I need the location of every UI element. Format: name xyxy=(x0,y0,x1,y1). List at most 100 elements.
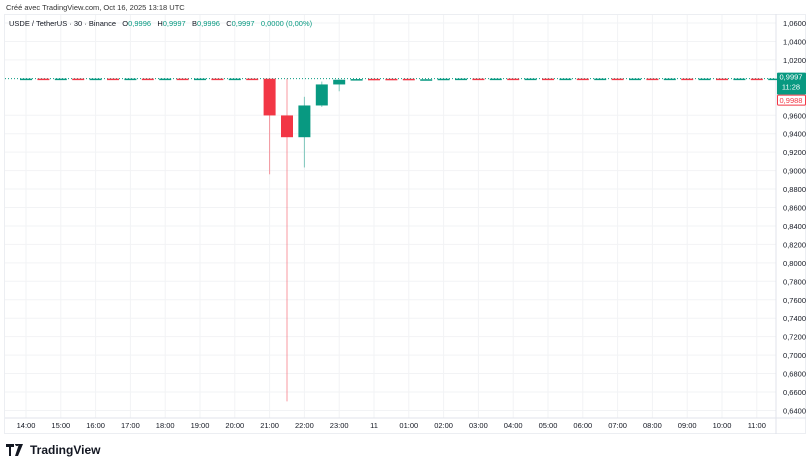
candle-body xyxy=(646,78,659,81)
x-tick-label: 23:00 xyxy=(330,421,349,430)
countdown-label: 11:28 xyxy=(782,83,800,92)
low-value: 0,9996 xyxy=(196,19,220,28)
low-label: B xyxy=(191,19,197,28)
candle-body xyxy=(72,78,85,81)
y-tick-label: 0,7400 xyxy=(783,314,806,323)
x-tick-label: 11 xyxy=(370,421,378,430)
high-label: H xyxy=(157,19,163,28)
candle-body xyxy=(159,78,172,81)
y-tick-label: 1,0400 xyxy=(783,37,806,46)
open-label: O xyxy=(122,19,129,28)
candle-body xyxy=(663,78,676,81)
x-tick-label: 03:00 xyxy=(469,421,488,430)
candle-body xyxy=(333,79,346,85)
x-tick-label: 15:00 xyxy=(51,421,70,430)
chart-frame[interactable] xyxy=(4,14,806,434)
other-price-badge xyxy=(777,94,806,106)
open-value: 0,9996 xyxy=(128,19,152,28)
x-tick-label: 17:00 xyxy=(121,421,140,430)
tradingview-logo[interactable]: TradingView xyxy=(6,443,100,457)
x-tick-label: 21:00 xyxy=(260,421,279,430)
candle-body xyxy=(211,78,224,81)
y-tick-label: 0,9200 xyxy=(783,148,806,157)
y-tick-label: 0,8800 xyxy=(783,185,806,194)
y-tick-label: 0,6800 xyxy=(783,370,806,379)
x-tick-label: 04:00 xyxy=(504,421,523,430)
candle-body xyxy=(228,78,241,81)
candle-body xyxy=(611,78,624,81)
candle-body xyxy=(281,115,293,138)
candle-body xyxy=(629,78,641,81)
candle-body xyxy=(385,78,398,81)
y-tick-label: 1,0600 xyxy=(783,19,806,28)
created-with-caption: Créé avec TradingView.com, Oct 16, 2025 … xyxy=(6,3,185,12)
candle-body xyxy=(576,78,589,81)
last-price-badge xyxy=(777,72,806,95)
candle-body xyxy=(107,78,119,81)
last-price-label: 0,9997 xyxy=(780,73,803,82)
candle-body xyxy=(542,78,554,81)
x-tick-label: 02:00 xyxy=(434,421,453,430)
ohlc-legend: USDE / TetherUS · 30 · Binance O0,9996 H… xyxy=(9,19,312,28)
y-tick-label: 0,6400 xyxy=(783,406,806,415)
x-tick-label: 05:00 xyxy=(539,421,558,430)
close-label: C xyxy=(226,19,232,28)
candle-body xyxy=(89,78,102,81)
brand-name: TradingView xyxy=(30,443,101,457)
candle-body xyxy=(681,78,694,81)
y-tick-label: 0,8200 xyxy=(783,240,806,249)
y-tick-label: 0,8600 xyxy=(783,204,806,213)
candle-body xyxy=(420,79,433,81)
candle-body xyxy=(263,78,276,116)
candle-body xyxy=(176,78,189,81)
candle-body xyxy=(750,78,763,81)
candle-body xyxy=(733,78,746,81)
x-tick-label: 16:00 xyxy=(86,421,105,430)
y-tick-label: 0,7200 xyxy=(783,333,806,342)
x-tick-label: 11:00 xyxy=(748,421,766,430)
candle-body xyxy=(124,78,137,81)
other-price-label: 0,9988 xyxy=(780,96,803,105)
candle-body xyxy=(37,78,50,81)
candle-body xyxy=(54,78,67,81)
candle-body xyxy=(472,78,485,81)
candle-body xyxy=(698,78,711,81)
y-tick-label: 0,9600 xyxy=(783,111,806,120)
tradingview-logo-icon xyxy=(6,444,23,456)
candle-body xyxy=(489,78,502,81)
x-tick-label: 18:00 xyxy=(156,421,175,430)
y-tick-label: 0,7800 xyxy=(783,277,806,286)
close-value: 0,9997 xyxy=(231,19,255,28)
x-tick-label: 20:00 xyxy=(225,421,244,430)
candle-body xyxy=(594,78,607,81)
candle-body xyxy=(315,84,328,106)
x-tick-label: 01:00 xyxy=(399,421,418,430)
y-tick-label: 0,9000 xyxy=(783,167,806,176)
candle-body xyxy=(559,78,572,81)
y-tick-label: 0,7600 xyxy=(783,296,806,305)
x-tick-label: 14:00 xyxy=(17,421,36,430)
candle-body xyxy=(350,79,363,81)
candle-body xyxy=(768,78,781,81)
y-tick-label: 0,9400 xyxy=(783,130,806,139)
candle-body xyxy=(507,78,520,81)
candle-body xyxy=(455,78,467,81)
x-tick-label: 22:00 xyxy=(295,421,314,430)
candle-body xyxy=(246,78,259,81)
candle-body xyxy=(437,78,450,81)
change-value: 0,0000 (0,00%) xyxy=(260,19,313,28)
x-tick-label: 09:00 xyxy=(678,421,697,430)
high-value: 0,9997 xyxy=(162,19,186,28)
candle-body xyxy=(524,78,537,81)
x-tick-label: 07:00 xyxy=(608,421,627,430)
candle-body xyxy=(402,78,415,81)
candle-body xyxy=(141,78,154,81)
candle-body xyxy=(194,78,206,81)
x-tick-label: 19:00 xyxy=(191,421,210,430)
y-tick-label: 0,8000 xyxy=(783,259,806,268)
candle-body xyxy=(716,78,728,81)
y-tick-label: 0,8400 xyxy=(783,222,806,231)
x-tick-label: 06:00 xyxy=(573,421,592,430)
x-tick-label: 10:00 xyxy=(713,421,732,430)
